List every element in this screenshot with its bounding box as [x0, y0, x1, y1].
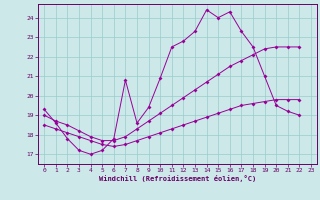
X-axis label: Windchill (Refroidissement éolien,°C): Windchill (Refroidissement éolien,°C) — [99, 175, 256, 182]
